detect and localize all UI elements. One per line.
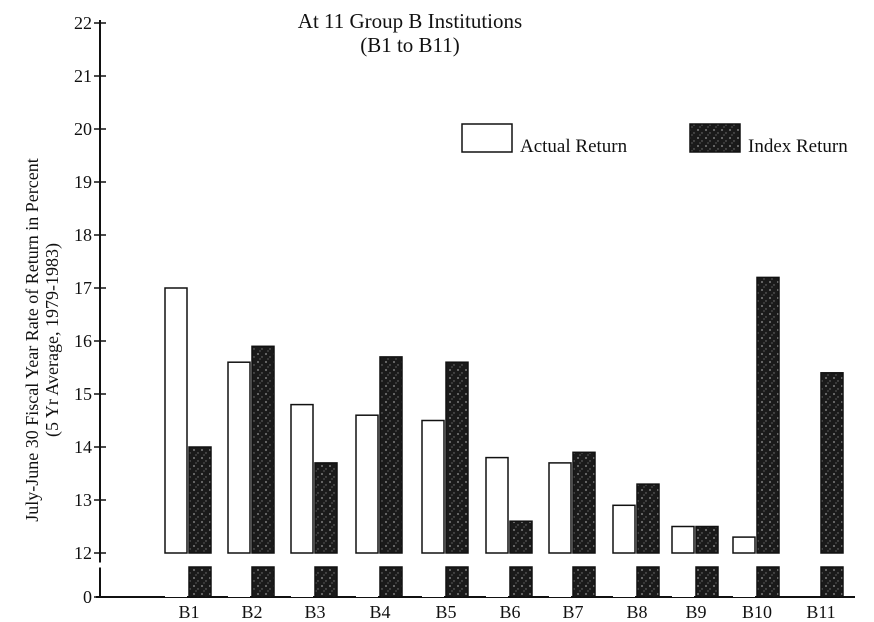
- actual-return-bar-B1: [164, 287, 188, 554]
- y-tick-label: 12: [74, 543, 92, 563]
- index-return-bar-base-B7: [572, 566, 596, 598]
- index-return-bar-base-B8: [636, 566, 660, 598]
- actual-return-bar-B3: [290, 403, 314, 554]
- y-tick-label: 19: [74, 172, 92, 192]
- index-return-bar-base-B9: [695, 566, 719, 598]
- actual-return-bar-base-B1: [165, 567, 187, 597]
- actual-return-bar-B2: [227, 361, 251, 554]
- actual-return-bar-base-B8: [613, 567, 635, 597]
- y-tick-label: 14: [74, 437, 92, 457]
- y-tick-label: 16: [74, 331, 92, 351]
- actual-return-bar-base-B2: [228, 567, 250, 597]
- y-tick-label: 21: [74, 66, 92, 86]
- y-axis-label-line2: (5 Yr Average, 1979-1983): [42, 243, 63, 437]
- y-axis-ticks: 0 12 13 14 15 16 17 18 19 20 21 22: [74, 13, 106, 607]
- index-return-bar-base-B3: [314, 566, 338, 598]
- actual-return-bar-base-B6: [486, 567, 508, 597]
- index-return-bar-B8: [636, 483, 660, 554]
- actual-return-bar-B4: [355, 414, 379, 554]
- x-category-label: B7: [562, 602, 583, 622]
- x-category-label: B9: [685, 602, 706, 622]
- actual-return-bar-base-B9: [672, 567, 694, 597]
- actual-return-bar-base-B7: [549, 567, 571, 597]
- actual-return-bar-base-B4: [356, 567, 378, 597]
- index-return-bar-B1: [188, 446, 212, 554]
- index-return-bar-B5: [445, 361, 469, 554]
- index-return-bar-B9: [695, 525, 719, 554]
- index-return-bar-B4: [379, 356, 403, 554]
- y-tick-label: 20: [74, 119, 92, 139]
- chart-title: At 11 Group B Institutions: [298, 9, 522, 33]
- x-category-label: B1: [178, 602, 199, 622]
- x-category-label: B6: [499, 602, 520, 622]
- actual-return-bar-base-B10: [733, 567, 755, 597]
- y-tick-label: 15: [74, 384, 92, 404]
- index-return-bar-base-B10: [756, 566, 780, 598]
- index-return-bar-B10: [756, 276, 780, 554]
- legend: Actual Return Index Return: [461, 123, 848, 157]
- x-category-label: B2: [241, 602, 262, 622]
- actual-return-bar-B8: [612, 504, 636, 554]
- x-axis-labels: B1 B2 B3 B4 B5 B6 B7 B8 B9 B10 B11: [178, 602, 835, 622]
- y-tick-label: 17: [74, 278, 92, 298]
- x-category-label: B10: [742, 602, 772, 622]
- actual-return-bar-B9: [671, 525, 695, 554]
- index-return-bar-base-B2: [251, 566, 275, 598]
- index-return-bar-B3: [314, 462, 338, 554]
- index-return-bar-base-B4: [379, 566, 403, 598]
- y-tick-label: 18: [74, 225, 92, 245]
- legend-swatch-index: [689, 123, 741, 153]
- x-category-label: B3: [304, 602, 325, 622]
- x-category-label: B8: [626, 602, 647, 622]
- legend-label-actual: Actual Return: [520, 136, 628, 157]
- actual-return-bar-base-B5: [422, 567, 444, 597]
- bars-group: [164, 276, 844, 598]
- actual-return-bar-B7: [548, 462, 572, 554]
- index-return-bar-base-B1: [188, 566, 212, 598]
- index-return-bar-B11: [820, 372, 844, 554]
- index-return-bar-base-B11: [820, 566, 844, 598]
- y-axis-label-line1: July-June 30 Fiscal Year Rate of Return …: [22, 158, 42, 521]
- x-category-label: B4: [369, 602, 390, 622]
- y-tick-label: 22: [74, 13, 92, 33]
- chart-subtitle: (B1 to B11): [360, 33, 460, 57]
- x-category-label: B5: [435, 602, 456, 622]
- y-tick-label: 13: [74, 490, 92, 510]
- legend-label-index: Index Return: [748, 136, 848, 157]
- index-return-bar-B2: [251, 345, 275, 554]
- index-return-bar-B6: [509, 520, 533, 554]
- index-return-bar-base-B5: [445, 566, 469, 598]
- actual-return-bar-B5: [421, 419, 445, 554]
- legend-swatch-actual: [461, 123, 513, 153]
- y-tick-label: 0: [83, 587, 92, 607]
- actual-return-bar-base-B3: [291, 567, 313, 597]
- actual-return-bar-B10: [732, 536, 756, 554]
- x-category-label: B11: [806, 602, 835, 622]
- index-return-bar-base-B6: [509, 566, 533, 598]
- actual-return-bar-B6: [485, 456, 509, 554]
- index-return-bar-B7: [572, 451, 596, 554]
